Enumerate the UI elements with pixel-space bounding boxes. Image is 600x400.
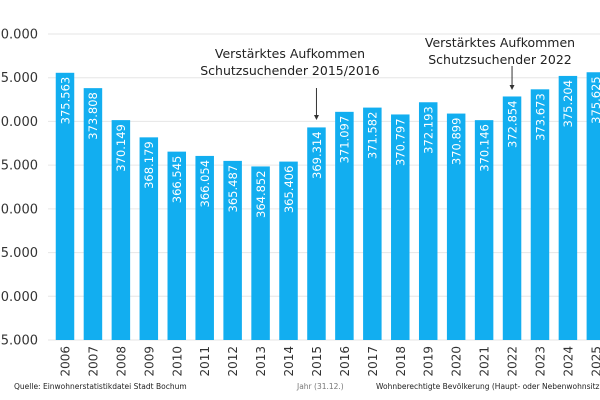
series-note: Wohnberechtigte Bevölkerung (Haupt- oder… xyxy=(376,382,600,391)
bar-2024 xyxy=(558,75,578,341)
bar-2023 xyxy=(530,89,550,340)
value-label: 370.146 xyxy=(477,124,491,172)
value-label: 370.149 xyxy=(114,124,128,172)
x-tick-label: 2022 xyxy=(506,346,520,377)
bar-2007 xyxy=(83,88,103,340)
annotation-text: Schutzsuchender 2022 xyxy=(428,52,572,67)
annotation-text: Verstärktes Aufkommen xyxy=(215,46,365,61)
x-tick-label: 2009 xyxy=(142,346,156,377)
x-tick-label: 2014 xyxy=(282,346,296,377)
arrow-head-icon xyxy=(509,85,515,90)
value-label: 369.314 xyxy=(310,131,324,179)
bar-2017 xyxy=(363,107,382,340)
value-label: 365.406 xyxy=(282,166,296,214)
value-label: 371.582 xyxy=(366,112,380,160)
x-tick-label: 2016 xyxy=(338,346,352,377)
x-axis-label: Jahr (31.12.) xyxy=(297,382,344,391)
value-label: 368.179 xyxy=(142,141,156,189)
bar-2019 xyxy=(418,102,438,340)
bar-2009 xyxy=(139,137,159,340)
value-label: 373.673 xyxy=(533,93,547,141)
bar-2013 xyxy=(251,166,270,340)
value-label: 373.808 xyxy=(86,92,100,140)
x-tick-label: 2023 xyxy=(533,346,547,377)
x-tick-label: 2017 xyxy=(366,346,380,377)
bar-2011 xyxy=(195,155,214,340)
value-label: 375.625 xyxy=(589,76,600,124)
x-tick-label: 2021 xyxy=(478,346,492,377)
y-tick-label: 345.000 xyxy=(0,334,38,349)
bar-2014 xyxy=(279,161,298,340)
bar-2012 xyxy=(223,160,242,340)
bar-2022 xyxy=(502,96,522,340)
bar-2008 xyxy=(111,120,131,340)
bar-2018 xyxy=(391,114,410,341)
bar-2006 xyxy=(55,72,75,341)
source-note: Quelle: Einwohnerstatistikdatei Stadt Bo… xyxy=(14,382,187,391)
value-label: 370.899 xyxy=(449,118,463,166)
x-tick-label: 2015 xyxy=(310,346,324,377)
y-tick-label: 380.000 xyxy=(0,28,38,43)
annotation-text: Verstärktes Aufkommen xyxy=(425,35,575,50)
x-tick-label: 2012 xyxy=(226,346,240,377)
y-tick-label: 360.000 xyxy=(0,202,38,217)
value-label: 366.545 xyxy=(170,156,184,204)
value-label: 366.054 xyxy=(198,160,212,208)
arrow-head-icon xyxy=(313,115,319,120)
y-tick-label: 375.000 xyxy=(0,71,38,86)
x-tick-label: 2013 xyxy=(254,346,268,377)
x-tick-label: 2010 xyxy=(170,346,184,377)
x-tick-label: 2008 xyxy=(114,346,128,377)
value-label: 370.797 xyxy=(394,118,408,166)
x-tick-label: 2025 xyxy=(589,346,600,377)
bar-2020 xyxy=(446,113,466,340)
bar-2025 xyxy=(586,72,600,340)
value-label: 364.852 xyxy=(254,170,268,218)
y-tick-label: 350.000 xyxy=(0,290,38,305)
x-tick-label: 2019 xyxy=(422,346,436,377)
bar-2015 xyxy=(307,127,326,340)
x-tick-label: 2024 xyxy=(561,346,575,377)
x-tick-label: 2018 xyxy=(394,346,408,377)
value-label: 372.854 xyxy=(505,100,519,148)
x-tick-label: 2006 xyxy=(59,346,73,377)
value-label: 375.204 xyxy=(561,80,575,128)
x-tick-label: 2007 xyxy=(86,346,100,377)
x-tick-label: 2020 xyxy=(450,346,464,377)
value-label: 372.193 xyxy=(422,106,436,154)
bar-2021 xyxy=(474,120,494,340)
y-tick-label: 370.000 xyxy=(0,115,38,130)
y-tick-label: 355.000 xyxy=(0,246,38,261)
value-label: 365.487 xyxy=(226,165,240,213)
bar-2010 xyxy=(167,151,187,340)
annotation-text: Schutzsuchender 2015/2016 xyxy=(200,63,380,78)
value-label: 375.563 xyxy=(58,77,72,125)
x-tick-label: 2011 xyxy=(198,346,212,377)
value-label: 371.097 xyxy=(338,116,352,164)
y-tick-label: 365.000 xyxy=(0,159,38,174)
bar-2016 xyxy=(335,111,354,341)
